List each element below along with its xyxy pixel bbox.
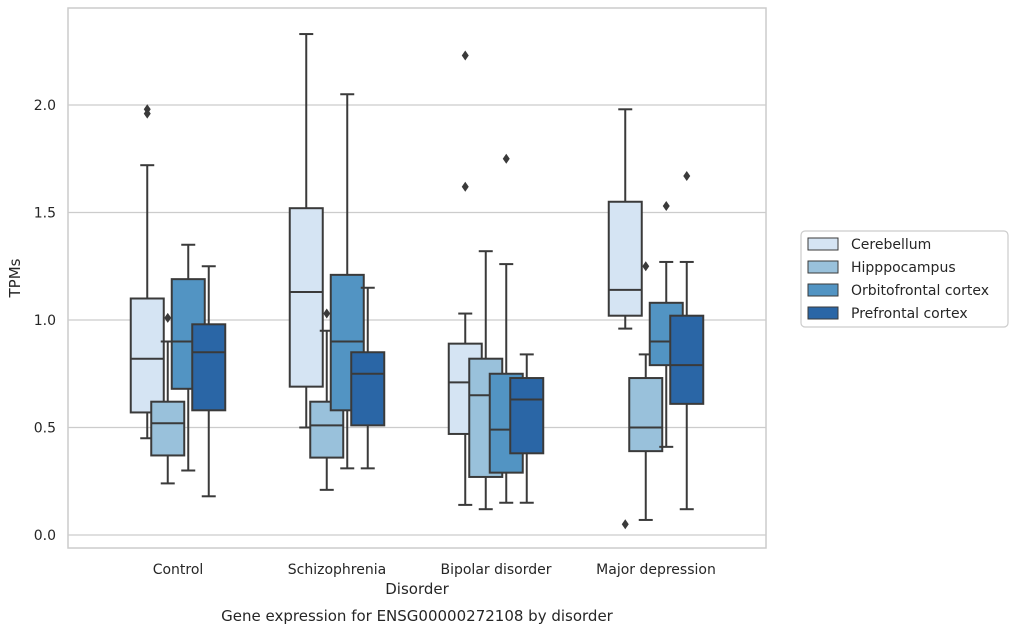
chart-caption: Gene expression for ENSG00000272108 by d… [221,607,614,625]
outlier-point [683,170,691,181]
legend-items: Cerebellum Hipppocampus Orbitofrontal cort… [807,237,989,322]
legend-label: Prefrontal cortex [851,306,968,322]
box-1-1 [309,308,345,491]
legend-swatch [807,260,839,274]
x-tick-label: Control [153,562,204,578]
legend-swatch [807,237,839,251]
x-tick-label: Major depression [596,562,716,578]
y-tick-labels: 0.0 0.5 1.0 1.5 2.0 [34,98,56,544]
legend-swatch [807,306,839,320]
outlier-point [164,312,172,323]
box-body [628,377,664,453]
box-body [150,400,186,457]
legend: Cerebellum Hipppocampus Orbitofrontal cort… [800,230,1009,328]
box-body [607,200,643,317]
plot-frame [67,7,767,549]
box-body [669,314,705,405]
outlier-point [461,50,469,61]
y-tick-label: 1.0 [34,313,56,329]
outlier-point [502,153,510,164]
outlier-point [662,201,670,212]
box-0-3 [607,108,643,530]
boxes [129,33,705,530]
legend-label: Cerebellum [851,237,931,253]
box-body [191,323,227,412]
y-tick-label: 0.5 [34,421,56,437]
box-0-0 [129,104,165,440]
outlier-point [461,181,469,192]
y-tick-label: 2.0 [34,98,56,114]
y-tick-label: 1.5 [34,206,56,222]
x-axis-label: Disorder [385,580,449,598]
legend-label: Orbitofrontal cortex [851,283,989,299]
box-body [129,297,165,414]
outlier-point [642,261,650,272]
x-tick-label: Schizophrenia [288,562,386,578]
box-body [288,207,324,388]
outlier-point [621,519,629,530]
legend-swatch [807,283,839,297]
box-3-3 [669,170,705,511]
box-3-1 [350,286,386,470]
y-axis-label: TPMs [6,258,24,298]
box-3-0 [191,265,227,498]
x-tick-labels: Control Schizophrenia Bipolar disorder Majo… [153,562,716,578]
legend-label: Hipppocampus [851,260,956,276]
x-tick-label: Bipolar disorder [440,562,551,578]
box-3-2 [509,353,545,504]
outlier-point [323,308,331,319]
box-0-1 [288,33,324,429]
outlier-point [143,104,151,115]
box-body [509,377,545,455]
legend-frame [800,230,1009,328]
y-tick-label: 0.0 [34,528,56,544]
box-body [350,351,386,427]
